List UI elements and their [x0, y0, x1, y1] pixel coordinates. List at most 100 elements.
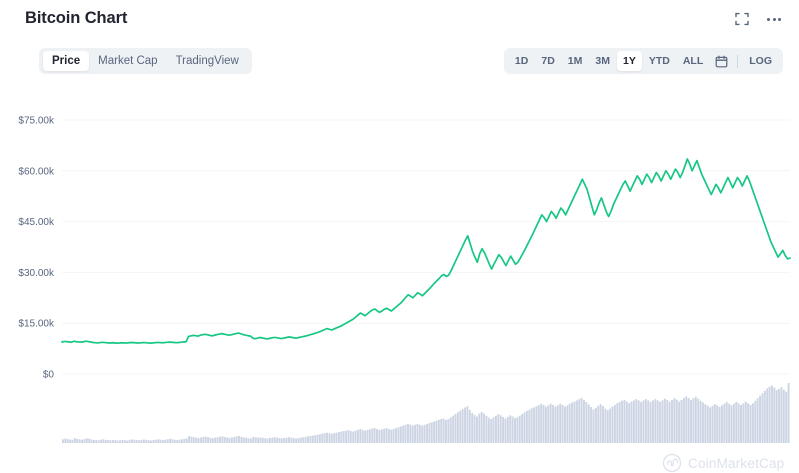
volume-bar	[787, 383, 790, 443]
volume-bar	[571, 402, 574, 443]
volume-bar	[164, 439, 167, 443]
volume-bar	[173, 439, 176, 443]
volume-bar	[178, 439, 181, 443]
volume-bar	[514, 418, 516, 443]
volume-bar	[452, 415, 455, 443]
volume-bar	[133, 439, 136, 443]
range-1y[interactable]: 1Y	[616, 51, 642, 71]
volume-bar	[285, 437, 288, 443]
volume-bar	[318, 434, 321, 443]
volume-bar	[542, 404, 545, 443]
volume-bar	[297, 438, 300, 443]
volume-bar	[280, 438, 283, 443]
volume-bar	[433, 421, 436, 443]
volume-bar	[219, 436, 221, 443]
volume-bar	[371, 428, 374, 443]
volume-bar	[119, 440, 122, 443]
volume-bar	[109, 440, 112, 443]
volume-bar	[69, 439, 72, 443]
volume-bar	[335, 432, 338, 443]
volume-bar	[759, 395, 761, 443]
volume-bar	[209, 437, 212, 443]
volume-bar	[257, 437, 260, 443]
volume-bar	[171, 439, 174, 443]
tab-tradingview[interactable]: TradingView	[175, 55, 239, 67]
volume-bar	[340, 431, 343, 443]
volume-bar	[418, 424, 421, 443]
volume-bar	[130, 439, 133, 443]
volume-bar	[606, 410, 609, 443]
volume-bar	[454, 414, 457, 443]
volume-bar	[780, 387, 783, 443]
range-1m[interactable]: 1M	[567, 55, 583, 67]
volume-bar	[307, 436, 309, 443]
y-axis-tick-label: $15.00k	[18, 319, 55, 330]
volume-bar	[471, 413, 474, 443]
volume-bars	[62, 383, 790, 443]
volume-bar	[254, 437, 257, 443]
range-ytd[interactable]: YTD	[648, 55, 670, 67]
volume-bar	[76, 438, 79, 443]
volume-bar	[271, 437, 274, 443]
volume-bar	[252, 436, 255, 443]
volume-bar	[766, 388, 769, 443]
volume-bar	[337, 432, 340, 443]
volume-bar	[92, 439, 95, 443]
volume-bar	[706, 405, 709, 443]
volume-bar	[416, 423, 419, 443]
fullscreen-icon[interactable]	[733, 10, 751, 28]
range-all[interactable]: ALL	[682, 55, 704, 67]
volume-bar	[728, 403, 731, 443]
volume-bar	[652, 400, 654, 443]
volume-bar	[563, 406, 566, 443]
volume-bar	[747, 403, 750, 443]
volume-bar	[102, 439, 105, 443]
volume-bar	[166, 439, 169, 443]
volume-bar	[140, 439, 143, 443]
chart-canvas[interactable]: $0 $15.00k $30.00k $45.00k $60.00k $75.00k Co…	[0, 88, 799, 473]
volume-bar	[530, 408, 533, 443]
y-axis-tick-label: $0	[43, 370, 55, 381]
volume-bar	[506, 416, 509, 443]
volume-bar	[449, 417, 452, 443]
volume-bar	[673, 398, 676, 443]
volume-bar	[656, 400, 659, 443]
more-options-icon[interactable]	[765, 10, 783, 28]
volume-bar	[142, 439, 145, 443]
volume-bar	[518, 415, 521, 443]
volume-bar	[592, 409, 595, 443]
volume-bar	[116, 440, 119, 443]
range-1d[interactable]: 1D	[514, 55, 529, 67]
volume-bar	[230, 437, 233, 443]
volume-bar	[376, 429, 378, 443]
volume-bar	[330, 433, 333, 443]
volume-bar	[159, 439, 162, 443]
volume-bar	[740, 404, 742, 443]
volume-bar	[385, 428, 388, 443]
volume-bar	[621, 400, 624, 443]
volume-bar	[480, 411, 483, 443]
log-scale-button[interactable]: LOG	[749, 55, 772, 67]
calendar-icon[interactable]	[710, 51, 732, 71]
volume-bar	[485, 415, 488, 443]
y-axis-labels: $0 $15.00k $30.00k $45.00k $60.00k $75.00k	[18, 116, 55, 381]
volume-bar	[751, 403, 754, 443]
range-3m[interactable]: 3M	[595, 55, 610, 67]
volume-bar	[690, 399, 693, 443]
tab-market-cap[interactable]: Market Cap	[98, 55, 158, 67]
volume-bar	[666, 399, 669, 443]
volume-bar	[176, 440, 179, 443]
volume-bar	[361, 429, 364, 443]
volume-bar	[414, 424, 417, 443]
tab-price[interactable]: Price	[43, 51, 90, 71]
volume-bar	[126, 440, 129, 443]
volume-bar	[692, 398, 695, 443]
volume-bar	[523, 412, 526, 443]
volume-bar	[157, 439, 160, 443]
range-7d[interactable]: 7D	[541, 55, 555, 67]
volume-bar	[721, 405, 723, 443]
volume-bar	[649, 402, 652, 443]
volume-bar	[754, 400, 757, 443]
volume-bar	[613, 404, 616, 443]
volume-bar	[302, 437, 305, 443]
